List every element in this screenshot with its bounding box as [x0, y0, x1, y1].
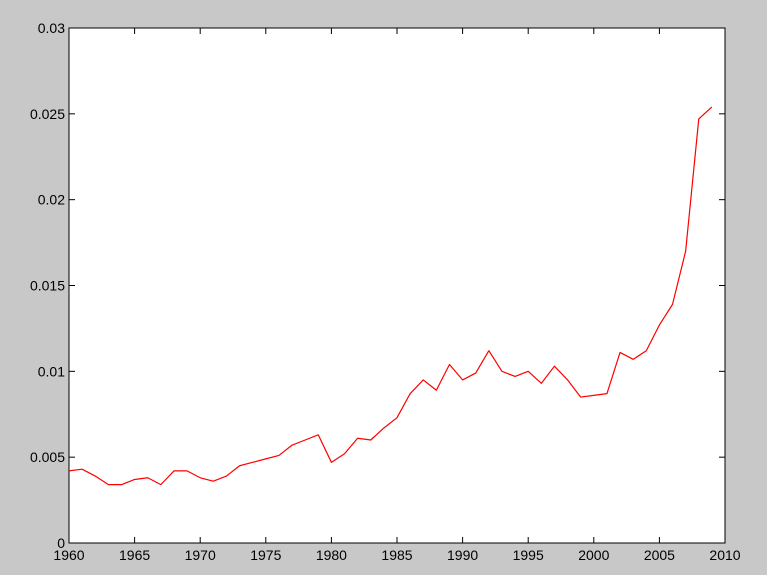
x-tick-label: 1960 — [53, 547, 84, 563]
y-tick-label: 0.015 — [30, 278, 65, 294]
x-tick-label: 1990 — [447, 547, 478, 563]
y-tick-label: 0.005 — [30, 449, 65, 465]
y-tick-label: 0.02 — [38, 192, 65, 208]
x-tick-label: 1995 — [513, 547, 544, 563]
y-tick-label: 0.01 — [38, 363, 65, 379]
x-tick-label: 2010 — [709, 547, 740, 563]
y-tick-label: 0 — [57, 535, 65, 551]
x-tick-label: 1975 — [250, 547, 281, 563]
series-line — [68, 106, 713, 486]
y-tick-label: 0.03 — [38, 20, 65, 36]
x-tick-label: 2000 — [578, 547, 609, 563]
x-tick-label: 2005 — [644, 547, 675, 563]
x-tick-label: 1965 — [119, 547, 150, 563]
plot-area — [68, 27, 726, 544]
x-tick-label: 1980 — [316, 547, 347, 563]
x-axis: 1960 1965 1970 1975 1980 1985 1990 1995 2000 2005… — [53, 28, 741, 563]
series-layer — [68, 106, 713, 486]
y-tick-label: 0.025 — [30, 106, 65, 122]
y-axis: 0 0.005 0.01 0.015 0.02 0.025 0.03 — [30, 20, 725, 551]
x-tick-label: 1970 — [185, 547, 216, 563]
x-tick-label: 1985 — [381, 547, 412, 563]
